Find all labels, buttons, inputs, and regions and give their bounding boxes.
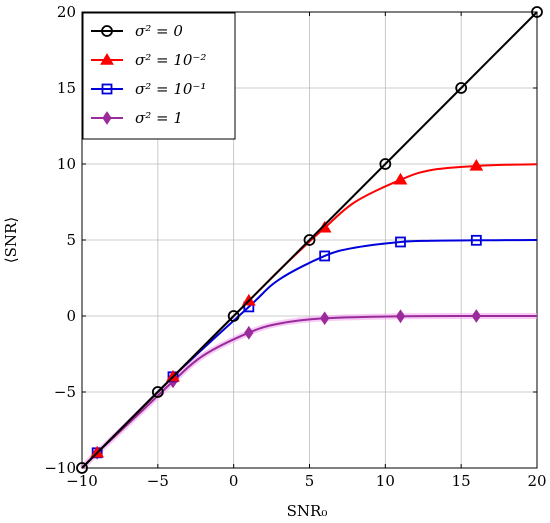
y-tick-label: 10 bbox=[57, 155, 76, 173]
x-tick-label: 10 bbox=[376, 472, 395, 490]
series-line bbox=[81, 11, 538, 469]
data-point bbox=[395, 309, 406, 324]
data-point bbox=[151, 386, 164, 398]
data-point bbox=[395, 236, 406, 248]
data-point bbox=[455, 82, 468, 94]
data-point bbox=[76, 462, 88, 474]
legend-label: σ² = 10⁻² bbox=[135, 51, 206, 69]
data-point bbox=[320, 311, 330, 326]
data-point bbox=[303, 234, 316, 246]
x-tick-label: 15 bbox=[452, 472, 471, 490]
legend-marker bbox=[101, 25, 113, 37]
y-tick-label: −5 bbox=[54, 383, 76, 401]
y-tick-label: 5 bbox=[66, 231, 76, 249]
data-point bbox=[227, 310, 240, 322]
data-point bbox=[531, 6, 543, 18]
x-tick-label: 5 bbox=[305, 472, 315, 490]
data-point bbox=[469, 158, 484, 171]
y-tick-label: 15 bbox=[57, 79, 76, 97]
y-axis-label: ⟨SNR⟩ bbox=[2, 217, 20, 263]
x-axis-label: SNR₀ bbox=[287, 502, 328, 520]
y-tick-label: −10 bbox=[44, 459, 76, 477]
legend: σ² = 0 σ² = 10⁻² σ² = 10⁻¹ σ² = 1 bbox=[82, 12, 236, 140]
x-tick-label: 20 bbox=[527, 472, 546, 490]
y-tick-label: 0 bbox=[66, 307, 76, 325]
x-tick-label: −5 bbox=[147, 472, 169, 490]
data-point bbox=[471, 309, 481, 323]
legend-marker bbox=[101, 83, 113, 95]
x-tick-label: −10 bbox=[66, 472, 98, 490]
y-tick-label: 20 bbox=[57, 3, 76, 21]
legend-label: σ² = 1 bbox=[135, 109, 183, 127]
data-point bbox=[470, 234, 482, 246]
legend-label: σ² = 0 bbox=[135, 22, 183, 40]
series-circle bbox=[76, 6, 543, 474]
data-point bbox=[393, 172, 408, 185]
data-point bbox=[379, 158, 392, 170]
tick-labels: −10 −5 0 5 10 15 20 −10 −5 0 5 10 15 20 bbox=[44, 3, 546, 490]
legend-label: σ² = 10⁻¹ bbox=[135, 80, 206, 98]
legend-marker bbox=[100, 53, 114, 65]
series-group bbox=[76, 6, 543, 474]
data-point bbox=[319, 250, 331, 262]
data-point bbox=[244, 325, 254, 340]
x-tick-label: 0 bbox=[229, 472, 239, 490]
legend-marker bbox=[102, 111, 112, 125]
series-diamond bbox=[79, 309, 538, 471]
